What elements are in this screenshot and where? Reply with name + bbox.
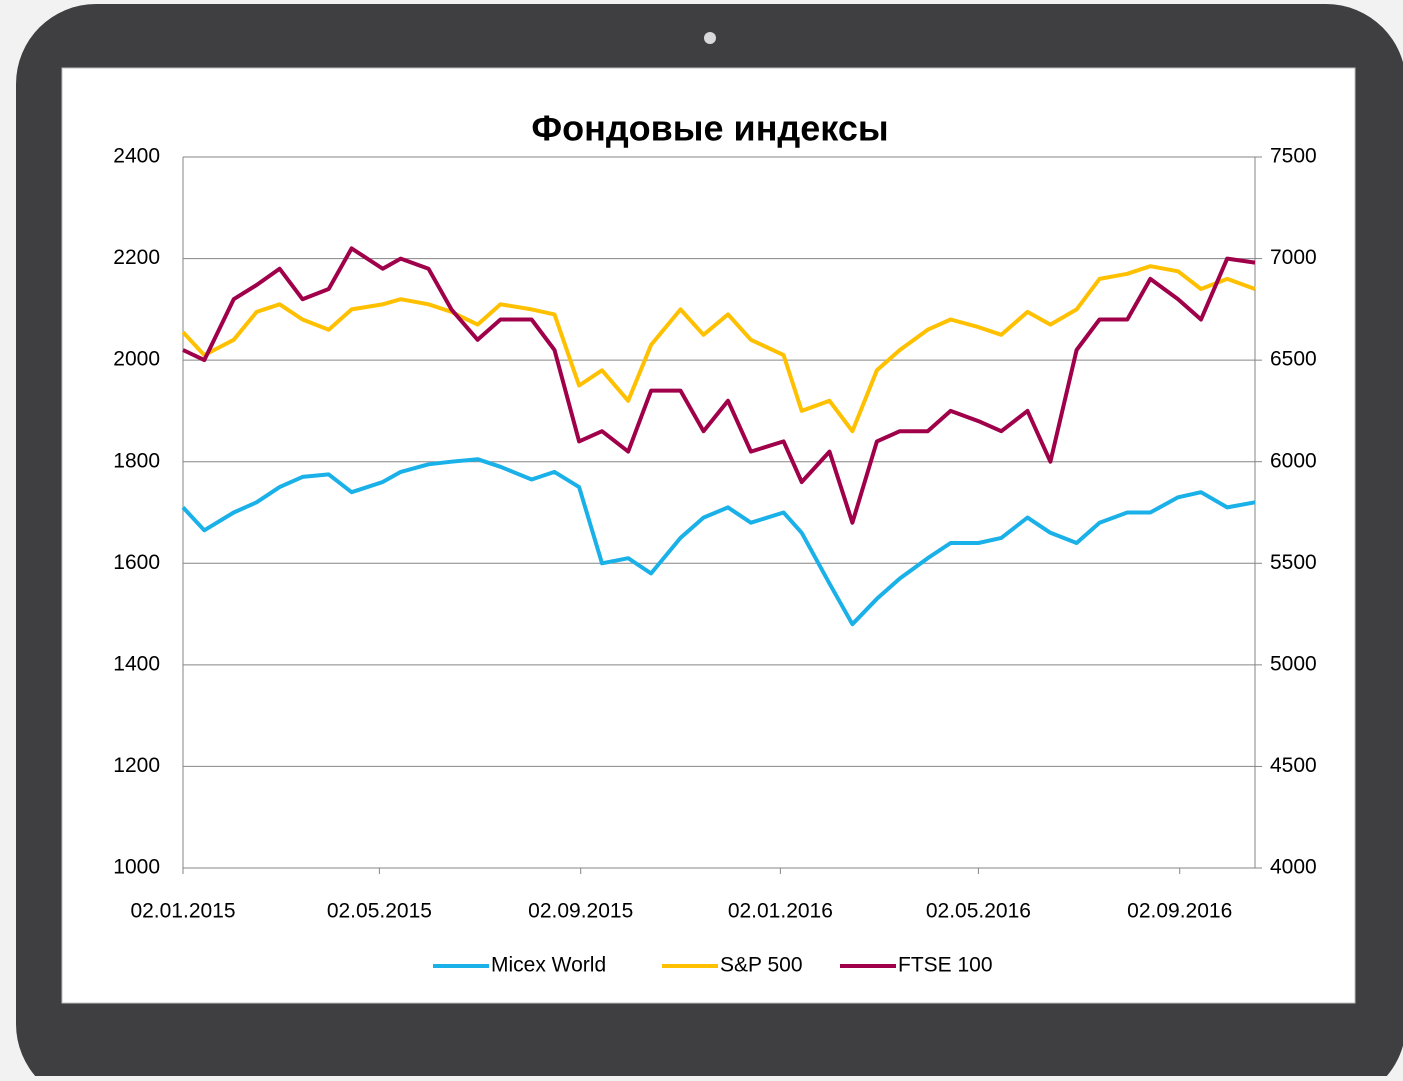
y-tick-label: 2400 [113, 145, 160, 168]
camera [704, 32, 716, 44]
y-tick-label: 2000 [113, 348, 160, 371]
series-line [181, 264, 1256, 434]
y-tick-label: 1200 [113, 754, 160, 777]
y-tick-label: 1400 [113, 652, 160, 675]
y-tick-label: 1600 [113, 551, 160, 574]
y2-tick-label: 6500 [1270, 348, 1317, 371]
y2-tick-label: 6000 [1270, 449, 1317, 472]
x-tick-label: 02.01.2016 [728, 900, 833, 923]
screen [61, 67, 1356, 1004]
y-tick-label: 1000 [113, 856, 160, 879]
x-tick-label: 02.09.2015 [528, 900, 633, 923]
series-line [182, 246, 1256, 525]
y-tick-label: 2200 [113, 246, 160, 269]
y2-tick-label: 7500 [1270, 145, 1317, 168]
legend-label: Micex World [491, 954, 606, 977]
x-tick-label: 02.01.2015 [130, 900, 235, 923]
y2-tick-label: 5000 [1270, 652, 1317, 675]
y2-tick-label: 5500 [1270, 551, 1317, 574]
y2-tick-label: 7000 [1270, 246, 1317, 269]
x-tick-label: 02.05.2016 [926, 900, 1031, 923]
y-tick-label: 1800 [113, 449, 160, 472]
x-tick-label: 02.05.2015 [327, 900, 432, 923]
legend-label: S&P 500 [720, 954, 803, 977]
series-line [181, 457, 1256, 627]
y2-tick-label: 4000 [1270, 856, 1317, 879]
chart-title: Фондовые индексы [531, 108, 888, 149]
x-tick-label: 02.09.2016 [1127, 900, 1232, 923]
y2-tick-label: 4500 [1270, 754, 1317, 777]
legend-label: FTSE 100 [898, 954, 993, 977]
